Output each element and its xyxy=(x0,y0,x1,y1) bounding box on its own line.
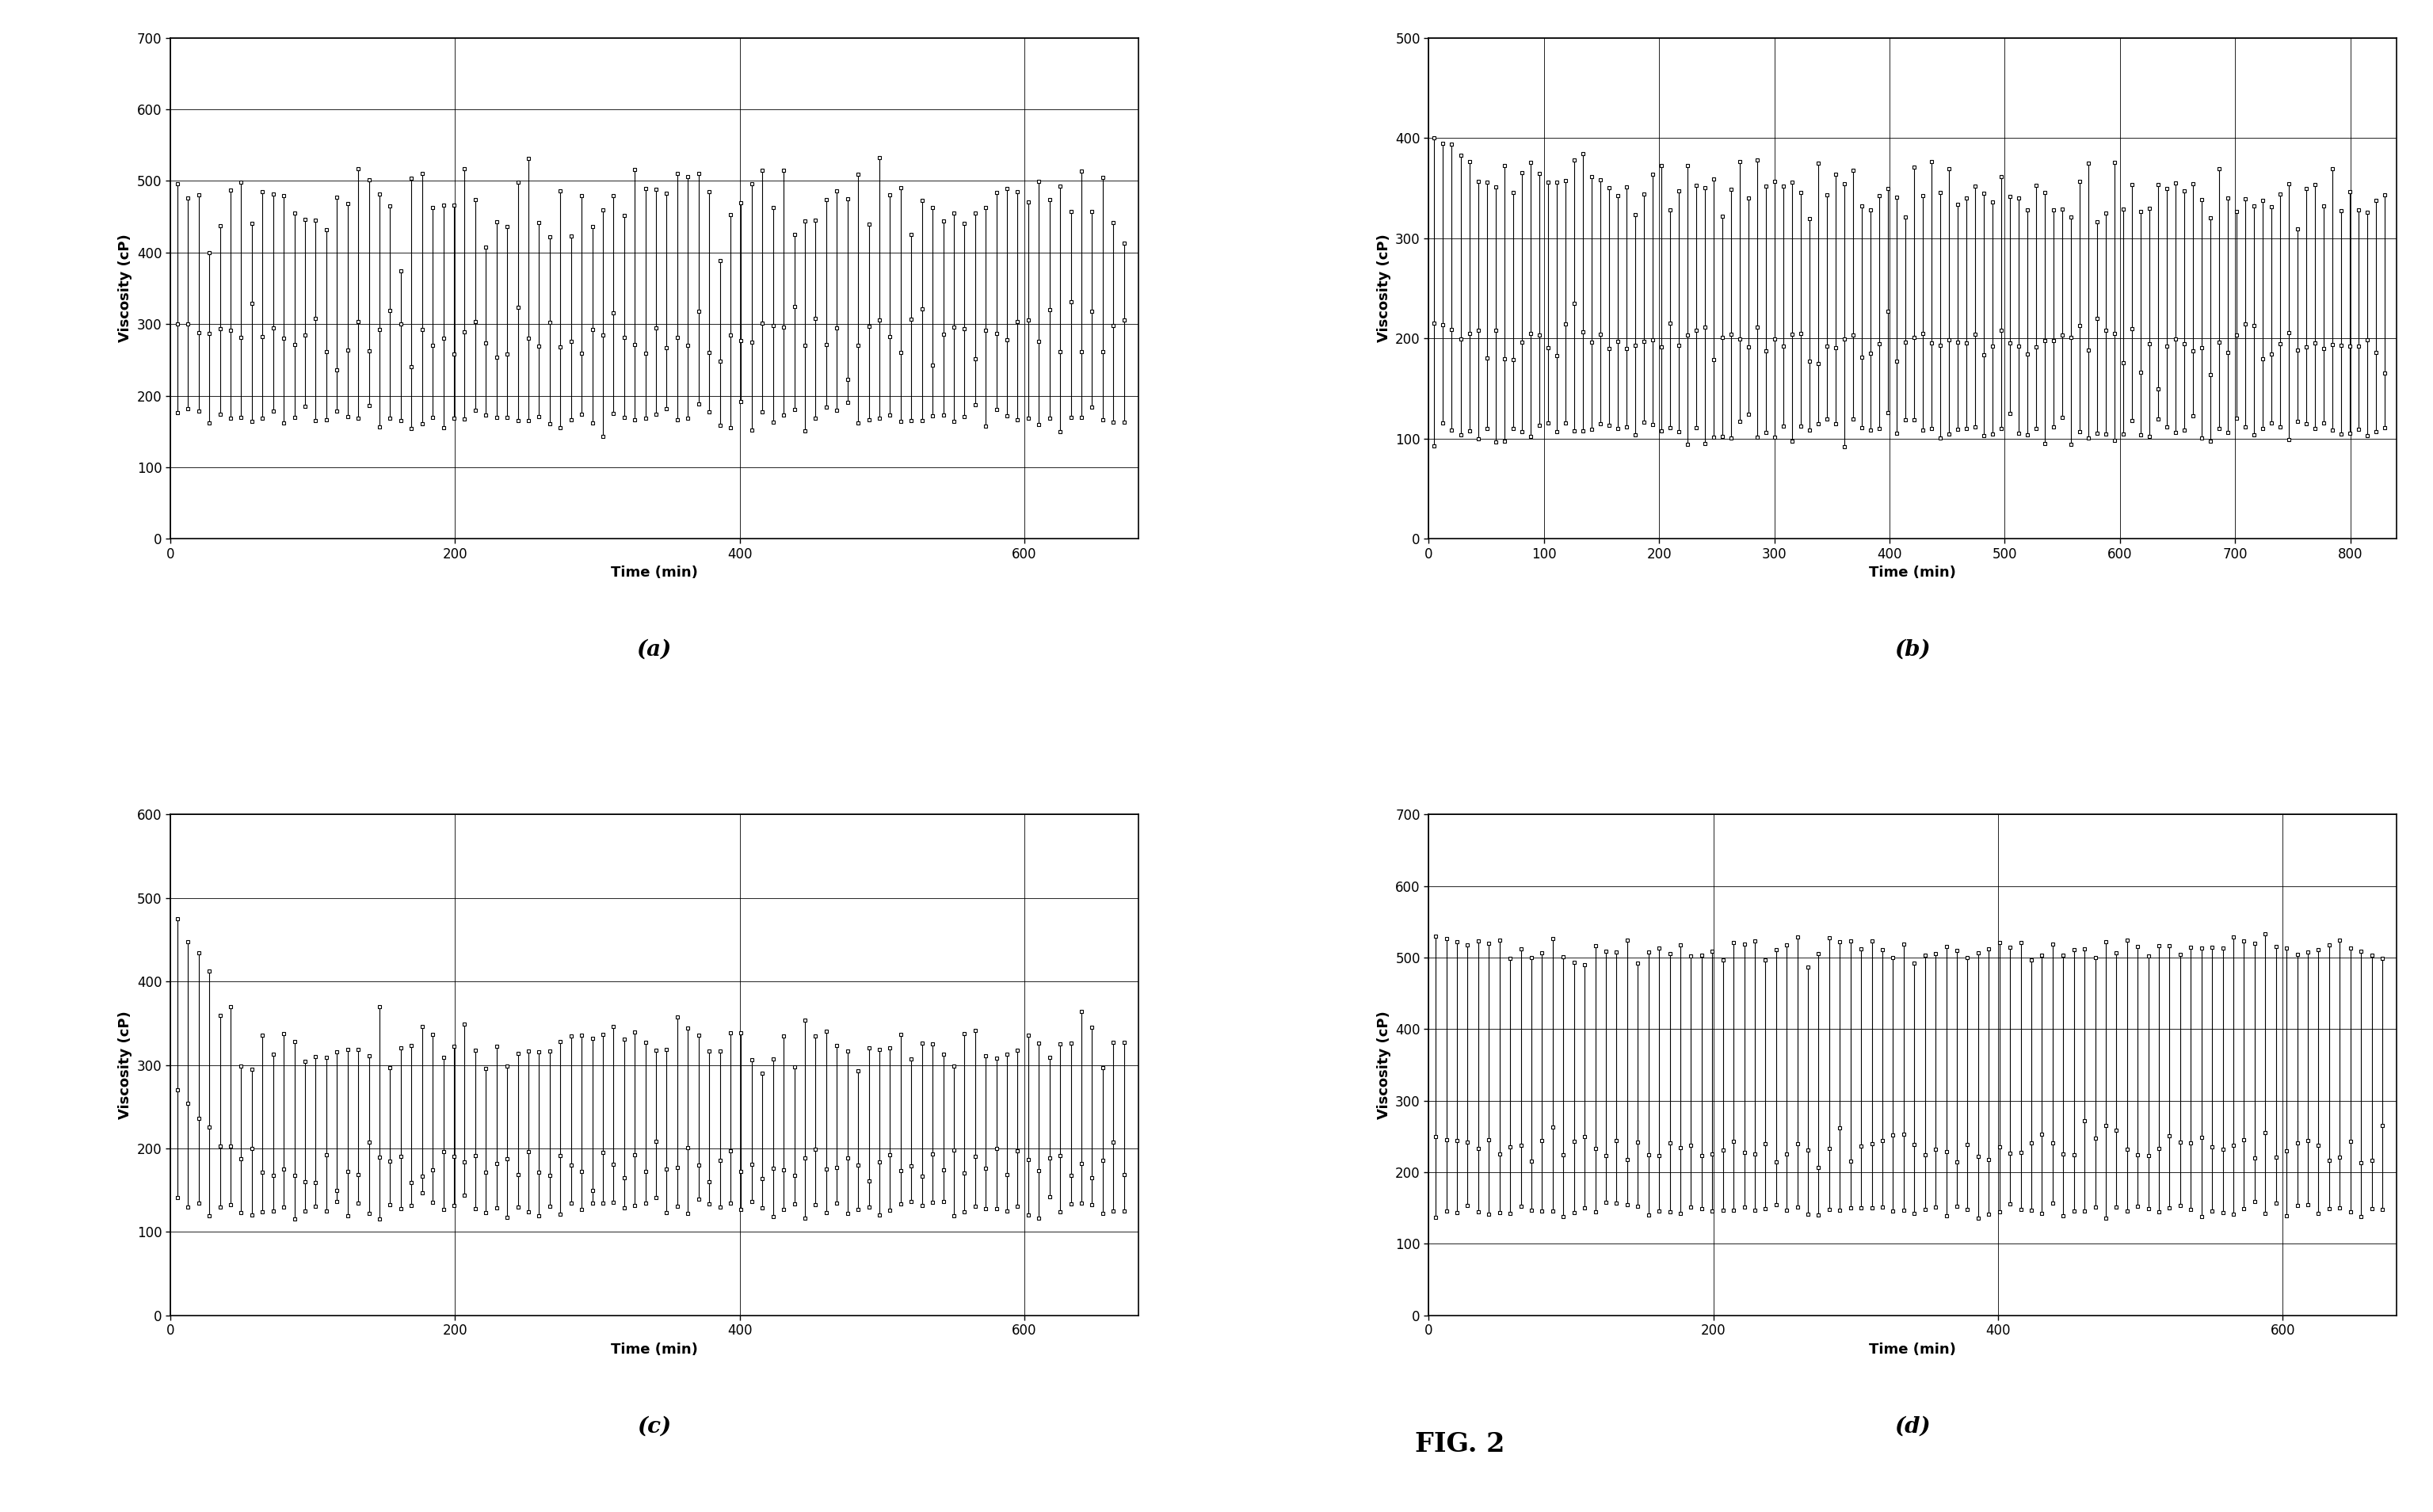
X-axis label: Time (min): Time (min) xyxy=(1869,565,1956,581)
Text: (d): (d) xyxy=(1895,1415,1932,1436)
Text: (a): (a) xyxy=(637,640,672,661)
X-axis label: Time (min): Time (min) xyxy=(611,565,698,581)
X-axis label: Time (min): Time (min) xyxy=(1869,1343,1956,1356)
X-axis label: Time (min): Time (min) xyxy=(611,1343,698,1356)
Text: FIG. 2: FIG. 2 xyxy=(1416,1430,1504,1458)
Y-axis label: Viscosity (cP): Viscosity (cP) xyxy=(119,1010,134,1119)
Text: (b): (b) xyxy=(1895,640,1932,661)
Y-axis label: Viscosity (cP): Viscosity (cP) xyxy=(1377,1010,1392,1119)
Text: (c): (c) xyxy=(637,1415,672,1436)
Y-axis label: Viscosity (cP): Viscosity (cP) xyxy=(1377,234,1392,343)
Y-axis label: Viscosity (cP): Viscosity (cP) xyxy=(119,234,134,343)
